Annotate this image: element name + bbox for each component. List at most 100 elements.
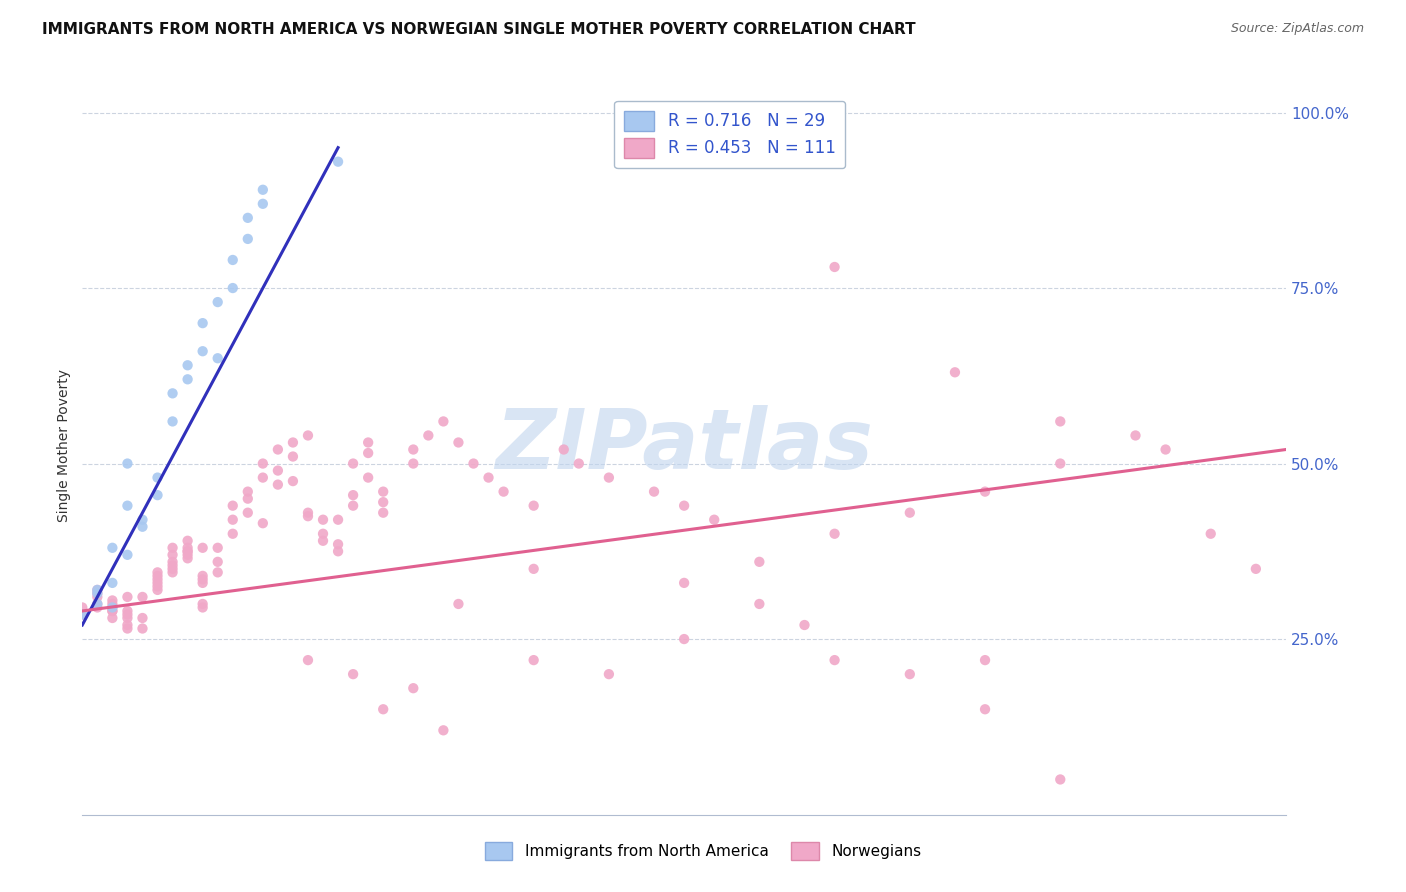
Point [101,541,124,555]
Point [191,600,214,615]
Point [252,183,274,197]
Point [176,544,198,558]
Point [101,604,124,618]
Point [176,551,198,566]
Point [176,544,198,558]
Point [236,211,259,225]
Point [326,513,349,527]
Point [117,607,139,622]
Point [252,457,274,471]
Point [402,442,425,457]
Point [342,667,364,681]
Point [86,600,108,615]
Point [598,667,620,681]
Point [117,622,139,636]
Point [568,457,591,471]
Point [824,260,846,274]
Point [207,566,229,580]
Point [162,562,184,576]
Point [191,597,214,611]
Point [162,558,184,573]
Point [117,590,139,604]
Point [402,457,425,471]
Point [898,506,921,520]
Point [297,506,319,520]
Point [236,506,259,520]
Point [222,281,245,295]
Point [793,618,815,632]
Point [86,582,108,597]
Point [312,533,335,548]
Point [267,442,290,457]
Point [281,450,304,464]
Point [146,579,169,593]
Point [523,653,546,667]
Point [357,435,380,450]
Point [222,499,245,513]
Point [117,604,139,618]
Point [342,457,364,471]
Point [131,513,153,527]
Point [207,555,229,569]
Point [373,506,395,520]
Point [222,252,245,267]
Point [974,702,997,716]
Point [477,470,499,484]
Point [312,513,335,527]
Point [146,470,169,484]
Point [191,569,214,583]
Text: Source: ZipAtlas.com: Source: ZipAtlas.com [1230,22,1364,36]
Point [101,604,124,618]
Point [267,477,290,491]
Point [191,344,214,359]
Point [72,600,94,615]
Point [373,495,395,509]
Y-axis label: Single Mother Poverty: Single Mother Poverty [58,369,72,523]
Point [297,428,319,442]
Point [101,597,124,611]
Point [943,365,966,379]
Point [162,541,184,555]
Point [252,516,274,531]
Point [432,414,454,428]
Point [86,586,108,600]
Point [553,442,575,457]
Point [131,622,153,636]
Point [373,702,395,716]
Point [162,386,184,401]
Point [312,526,335,541]
Point [117,618,139,632]
Point [418,428,440,442]
Point [207,541,229,555]
Point [281,435,304,450]
Point [373,484,395,499]
Point [748,597,770,611]
Text: ZIPatlas: ZIPatlas [495,406,873,486]
Point [236,232,259,246]
Point [1199,526,1222,541]
Point [643,484,665,499]
Point [824,653,846,667]
Point [267,464,290,478]
Point [162,414,184,428]
Point [492,484,515,499]
Point [222,526,245,541]
Point [146,582,169,597]
Point [252,470,274,484]
Point [117,548,139,562]
Point [281,474,304,488]
Point [86,586,108,600]
Point [824,526,846,541]
Point [117,457,139,471]
Point [297,509,319,524]
Point [86,597,108,611]
Point [162,555,184,569]
Point [207,351,229,366]
Point [146,569,169,583]
Point [357,470,380,484]
Text: IMMIGRANTS FROM NORTH AMERICA VS NORWEGIAN SINGLE MOTHER POVERTY CORRELATION CHA: IMMIGRANTS FROM NORTH AMERICA VS NORWEGI… [42,22,915,37]
Point [447,435,470,450]
Point [72,607,94,622]
Point [342,488,364,502]
Point [1154,442,1177,457]
